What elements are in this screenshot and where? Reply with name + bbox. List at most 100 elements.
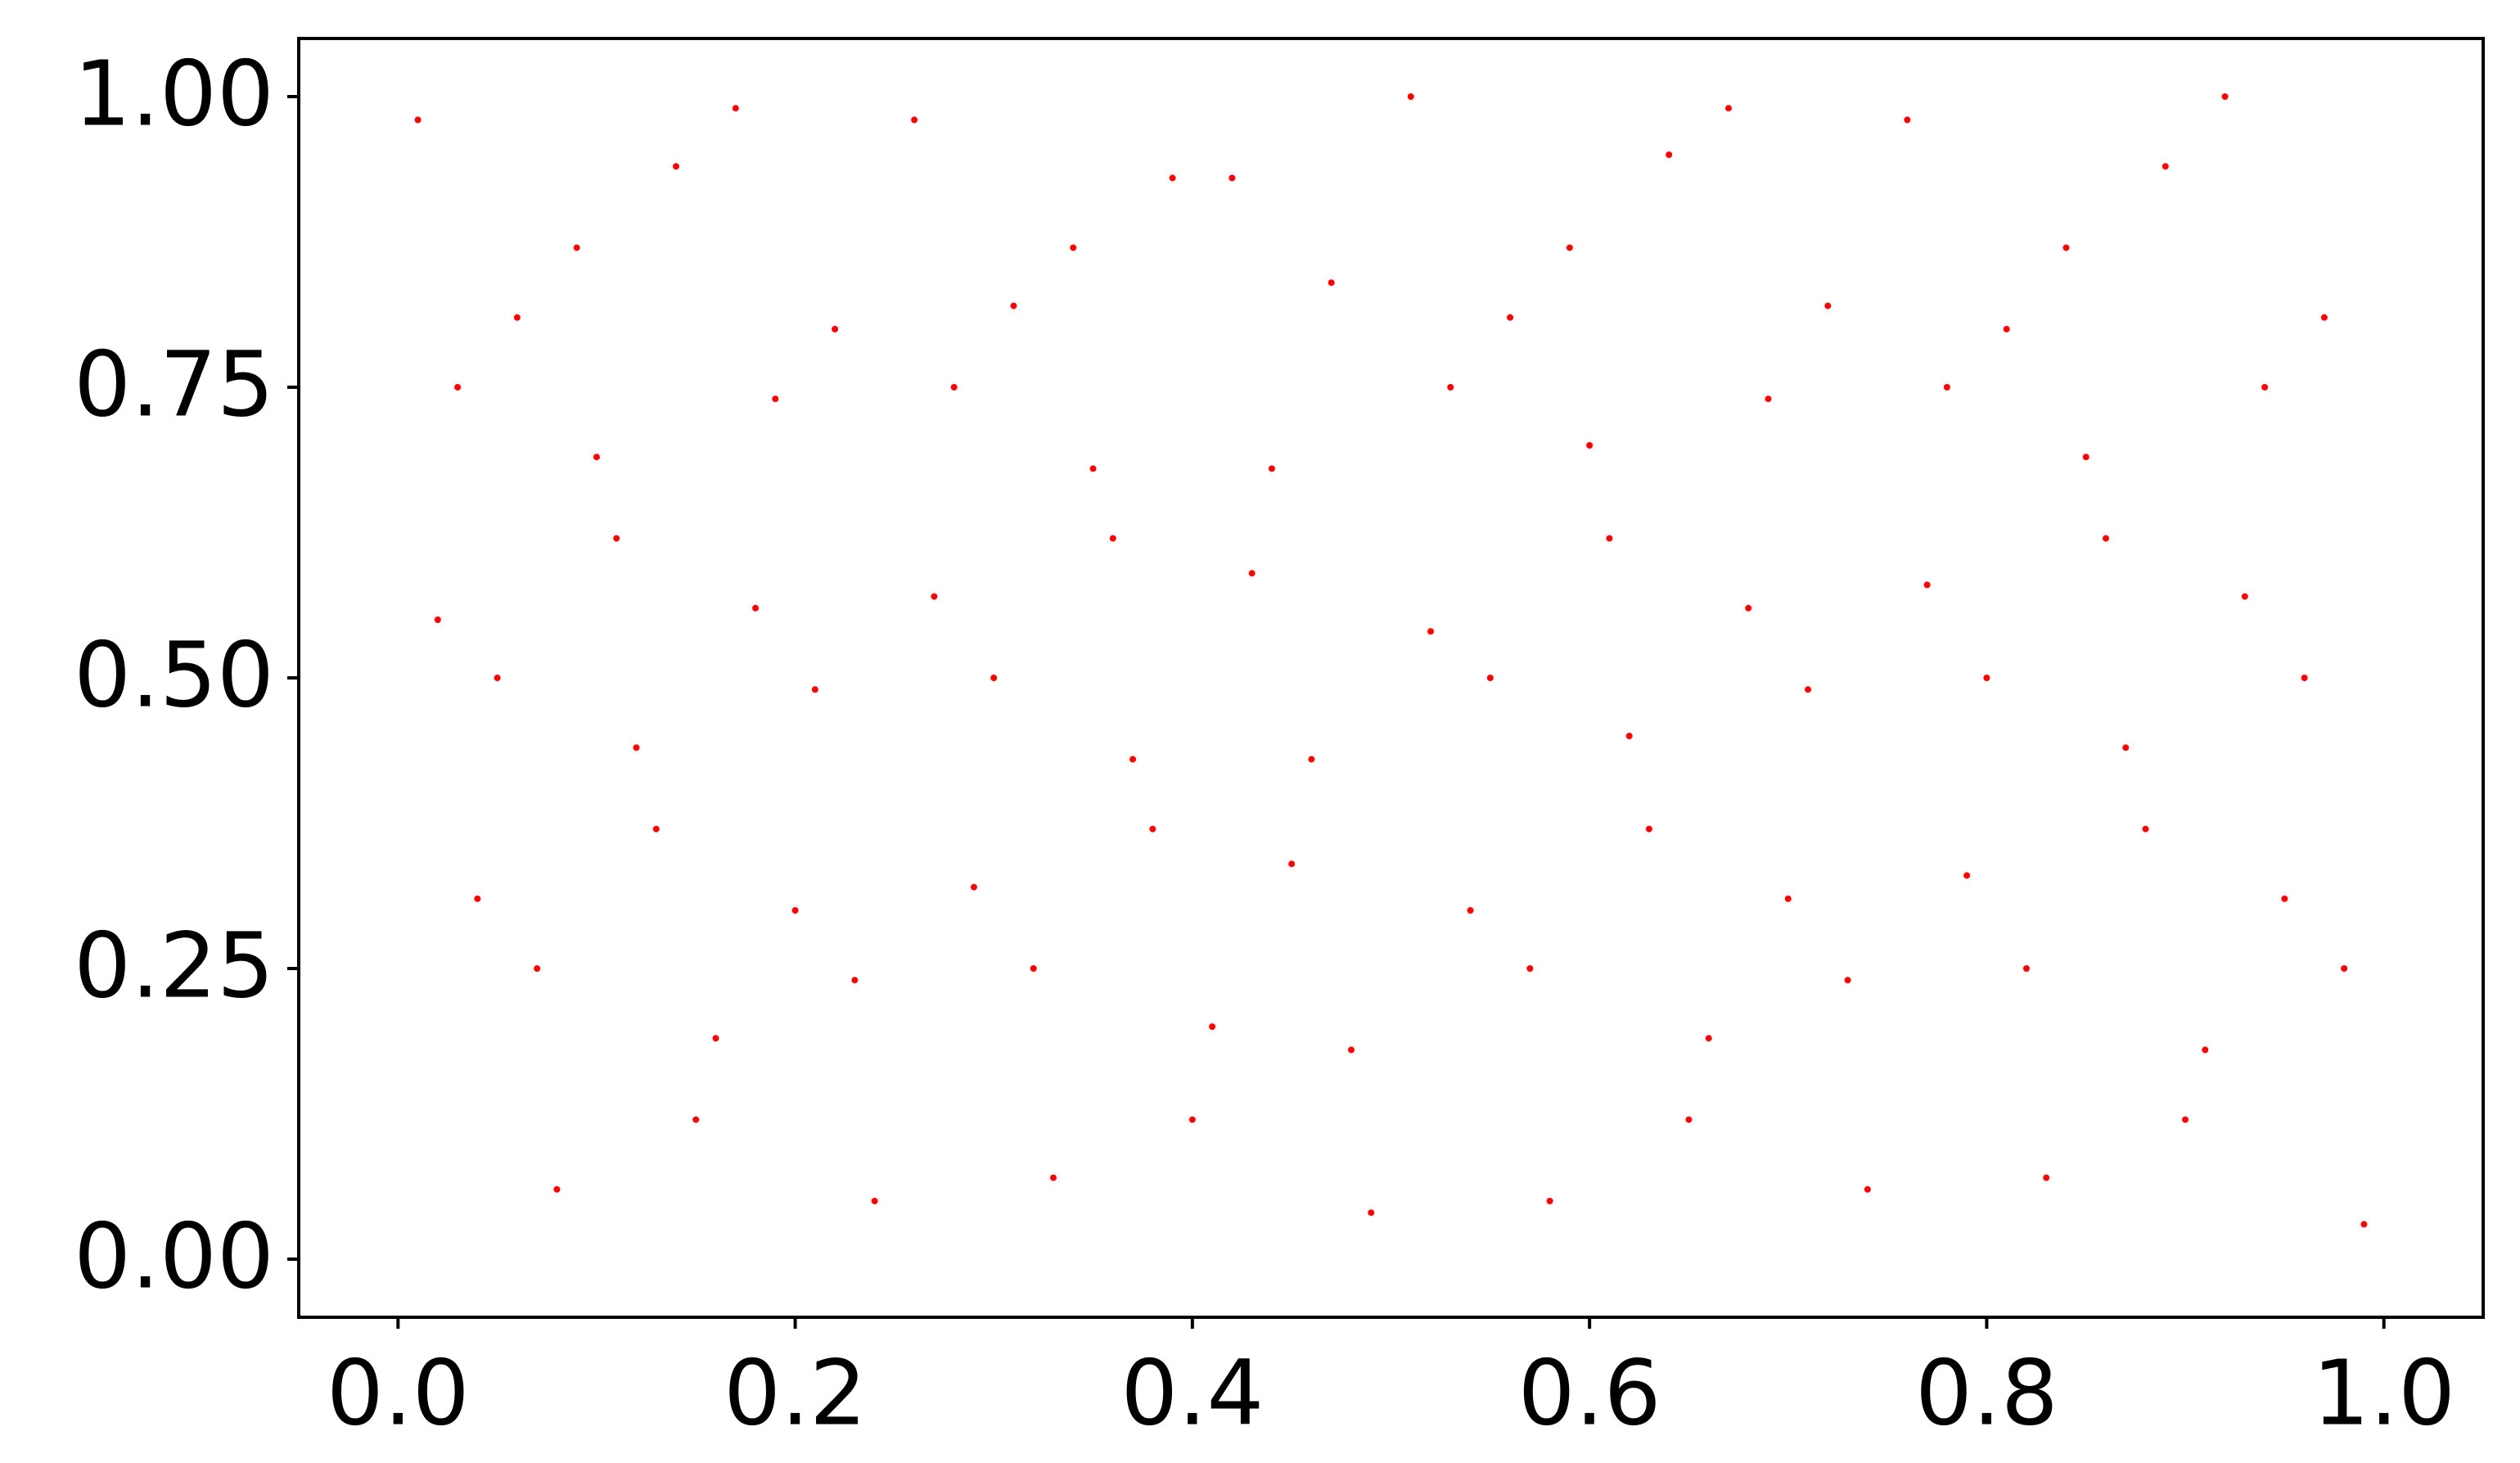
x-tick-label: 0.0 xyxy=(327,1340,470,1445)
point xyxy=(2202,1046,2209,1054)
point xyxy=(1784,895,1792,902)
point xyxy=(1368,1209,1375,1217)
point xyxy=(1169,174,1176,182)
plot-frame xyxy=(297,37,2485,1319)
point xyxy=(1109,535,1116,542)
point xyxy=(1407,93,1414,100)
point xyxy=(1507,314,1514,321)
point xyxy=(2261,384,2269,391)
point xyxy=(2281,895,2288,902)
point xyxy=(1526,965,1534,972)
point xyxy=(553,1185,561,1193)
point xyxy=(1486,675,1494,681)
point xyxy=(811,686,818,693)
point xyxy=(871,1198,878,1204)
point xyxy=(990,675,998,681)
point xyxy=(931,593,938,600)
point xyxy=(1427,628,1435,635)
y-tick-label: 0.00 xyxy=(74,1203,274,1308)
point xyxy=(1209,1023,1216,1030)
point xyxy=(1149,825,1156,833)
x-tick-label: 0.4 xyxy=(1120,1340,1264,1445)
point xyxy=(2341,965,2348,972)
point xyxy=(593,454,600,461)
point xyxy=(1805,686,1812,693)
point xyxy=(2102,535,2109,542)
x-tick-label: 0.6 xyxy=(1518,1340,1661,1445)
point xyxy=(2182,1116,2189,1123)
point xyxy=(1467,907,1474,914)
point xyxy=(513,314,521,321)
point xyxy=(1248,570,1255,577)
point xyxy=(633,744,640,752)
point xyxy=(851,977,859,984)
point xyxy=(1844,977,1851,984)
point xyxy=(1904,116,1911,124)
point xyxy=(1347,1046,1355,1054)
y-tick-label: 0.25 xyxy=(74,913,274,1018)
point xyxy=(414,116,422,124)
point xyxy=(1070,244,1077,251)
point xyxy=(1824,302,1832,309)
point xyxy=(791,907,799,914)
point xyxy=(534,965,541,972)
point xyxy=(911,116,918,124)
point xyxy=(434,616,441,623)
point xyxy=(474,895,481,902)
point xyxy=(1308,756,1315,763)
point xyxy=(1129,756,1137,763)
point xyxy=(1745,604,1752,612)
point xyxy=(1188,1116,1196,1123)
point xyxy=(2122,744,2130,752)
point xyxy=(1943,384,1950,391)
point xyxy=(2241,593,2248,600)
point xyxy=(1288,860,1296,868)
point xyxy=(1765,395,1772,403)
point xyxy=(613,535,620,542)
point xyxy=(732,105,739,112)
point xyxy=(673,163,680,170)
point xyxy=(1685,1116,1693,1123)
point xyxy=(1050,1174,1057,1181)
point xyxy=(2003,326,2010,332)
point xyxy=(2022,965,2030,972)
y-tick-label: 0.50 xyxy=(74,622,274,727)
point xyxy=(454,384,462,391)
point xyxy=(712,1035,719,1042)
point xyxy=(1983,675,1990,681)
point xyxy=(692,1116,700,1123)
point xyxy=(2360,1221,2368,1228)
point xyxy=(1625,733,1633,739)
point xyxy=(2320,314,2328,321)
point xyxy=(1228,174,1236,182)
point xyxy=(1923,581,1931,589)
point xyxy=(652,825,660,833)
point xyxy=(2062,244,2070,251)
point xyxy=(1010,302,1017,309)
point xyxy=(1705,1035,1712,1042)
point xyxy=(1089,465,1097,472)
point xyxy=(1586,442,1594,449)
point xyxy=(494,675,501,681)
point xyxy=(1724,105,1732,112)
point xyxy=(1268,465,1275,472)
point xyxy=(2301,675,2308,681)
point xyxy=(1546,1198,1553,1204)
point xyxy=(2082,454,2089,461)
x-tick-label: 1.0 xyxy=(2312,1340,2455,1445)
x-tick-label: 0.2 xyxy=(724,1340,867,1445)
point xyxy=(1566,244,1573,251)
point xyxy=(1864,1185,1871,1193)
point xyxy=(2221,93,2229,100)
point xyxy=(1645,825,1652,833)
point xyxy=(2142,825,2149,833)
point xyxy=(1606,535,1613,542)
point xyxy=(1328,279,1335,287)
point xyxy=(970,883,977,891)
point xyxy=(2162,163,2169,170)
point xyxy=(950,384,958,391)
y-tick-label: 0.75 xyxy=(74,332,274,436)
x-tick-label: 0.8 xyxy=(1915,1340,2058,1445)
point xyxy=(832,326,839,332)
